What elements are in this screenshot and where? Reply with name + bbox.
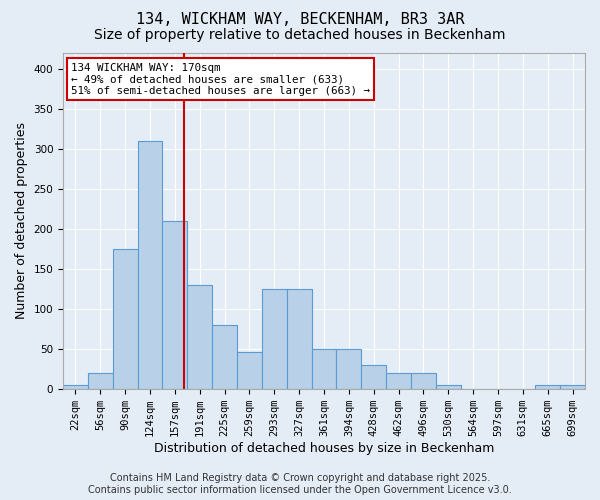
Bar [262, 289, 287, 389]
X-axis label: Distribution of detached houses by size in Beckenham: Distribution of detached houses by size … [154, 442, 494, 455]
Bar [535, 385, 560, 389]
Bar [287, 289, 311, 389]
Bar [337, 349, 361, 389]
Bar [237, 352, 262, 389]
Bar [113, 249, 137, 389]
Bar [560, 385, 585, 389]
Bar [88, 373, 113, 389]
Text: 134 WICKHAM WAY: 170sqm
← 49% of detached houses are smaller (633)
51% of semi-d: 134 WICKHAM WAY: 170sqm ← 49% of detache… [71, 62, 370, 96]
Text: Size of property relative to detached houses in Beckenham: Size of property relative to detached ho… [94, 28, 506, 42]
Text: 134, WICKHAM WAY, BECKENHAM, BR3 3AR: 134, WICKHAM WAY, BECKENHAM, BR3 3AR [136, 12, 464, 28]
Bar [187, 285, 212, 389]
Bar [212, 325, 237, 389]
Bar [63, 385, 88, 389]
Bar [311, 349, 337, 389]
Text: Contains HM Land Registry data © Crown copyright and database right 2025.
Contai: Contains HM Land Registry data © Crown c… [88, 474, 512, 495]
Bar [436, 385, 461, 389]
Bar [386, 373, 411, 389]
Y-axis label: Number of detached properties: Number of detached properties [15, 122, 28, 320]
Bar [361, 365, 386, 389]
Bar [163, 221, 187, 389]
Bar [411, 373, 436, 389]
Bar [137, 140, 163, 389]
